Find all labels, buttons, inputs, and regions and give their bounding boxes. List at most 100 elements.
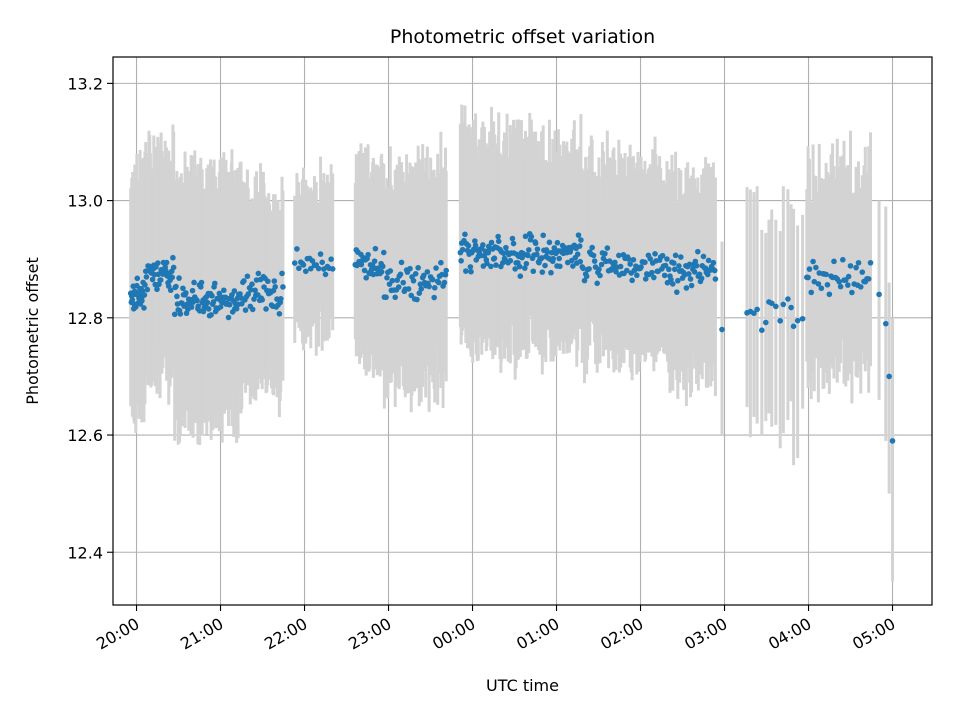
data-point (704, 271, 711, 278)
data-point (594, 280, 600, 287)
data-point (378, 269, 385, 275)
data-point (361, 267, 368, 274)
data-point (217, 304, 224, 310)
data-point (719, 326, 725, 333)
data-point (517, 273, 524, 279)
data-point (245, 291, 252, 297)
data-point (480, 242, 486, 248)
data-point (616, 252, 622, 259)
data-point (544, 249, 551, 255)
data-point (188, 304, 195, 310)
data-point (577, 258, 584, 265)
data-point (883, 320, 889, 327)
data-point (710, 259, 717, 266)
data-point (241, 278, 247, 284)
data-point (538, 255, 545, 261)
data-point (669, 281, 676, 287)
data-point (173, 283, 179, 290)
data-point (811, 278, 818, 285)
data-point (194, 297, 200, 304)
data-point (195, 303, 202, 309)
data-point (823, 271, 829, 278)
y-tick-label: 13.0 (67, 192, 103, 211)
data-point (591, 258, 598, 264)
data-point (163, 259, 170, 266)
data-point (554, 239, 561, 246)
data-point (642, 276, 649, 282)
data-point (495, 233, 501, 240)
data-point (503, 244, 509, 251)
data-point (849, 289, 855, 296)
data-point (685, 271, 692, 277)
data-point (649, 269, 655, 276)
data-point (557, 263, 563, 270)
data-point (836, 278, 843, 285)
data-point (859, 269, 866, 275)
data-point (539, 269, 546, 275)
data-point (683, 285, 690, 291)
data-point (837, 283, 844, 290)
data-point (226, 301, 233, 308)
data-point (397, 271, 404, 278)
plot-frame (112, 56, 933, 606)
data-point (768, 300, 775, 307)
data-point (317, 251, 324, 257)
data-point (231, 288, 238, 294)
data-point (662, 262, 669, 269)
data-point (845, 273, 852, 280)
data-point (826, 291, 833, 298)
data-point (674, 289, 680, 295)
data-point (488, 263, 494, 270)
data-point (695, 248, 701, 255)
data-point (512, 266, 518, 272)
data-point (210, 299, 217, 305)
data-point (824, 281, 831, 288)
data-point (574, 251, 581, 258)
data-point (169, 274, 176, 281)
data-point (534, 246, 541, 252)
data-point (177, 311, 184, 317)
data-point (818, 285, 825, 292)
data-point (491, 255, 498, 262)
data-point (363, 275, 369, 281)
data-point (604, 245, 611, 251)
data-point (548, 269, 554, 276)
data-point (488, 239, 495, 246)
data-point (155, 260, 161, 266)
data-point (484, 260, 490, 267)
data-point (249, 281, 255, 287)
data-point (134, 275, 141, 282)
data-point (420, 272, 427, 279)
data-point (472, 238, 478, 244)
data-point (143, 274, 150, 280)
data-point (191, 279, 197, 286)
data-point (780, 301, 787, 308)
data-point (576, 243, 583, 249)
data-point (415, 264, 421, 271)
data-point (652, 251, 658, 257)
data-point (176, 275, 182, 281)
data-point (208, 312, 214, 318)
data-point (129, 297, 136, 303)
data-point (212, 280, 218, 287)
data-point (171, 311, 178, 318)
data-point (431, 294, 437, 301)
chart-title: Photometric offset variation (390, 26, 655, 48)
data-point (668, 276, 674, 283)
data-point (458, 257, 464, 264)
data-point (294, 246, 300, 252)
data-point (590, 252, 597, 259)
data-point (853, 264, 859, 271)
data-point (597, 272, 603, 279)
data-point (556, 255, 562, 262)
data-point (705, 257, 712, 264)
data-point (815, 281, 822, 287)
data-point (664, 256, 670, 262)
data-point (785, 296, 791, 302)
data-point (638, 264, 644, 270)
data-point (542, 262, 548, 269)
data-point (688, 282, 695, 289)
data-point (794, 317, 801, 324)
data-point (678, 254, 684, 260)
